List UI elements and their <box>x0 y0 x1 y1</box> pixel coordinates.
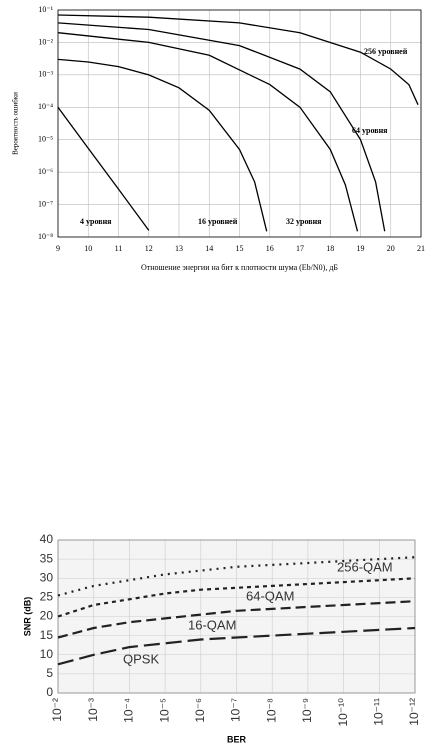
y-tick-label: 20 <box>40 609 54 623</box>
x-tick-label: 21 <box>417 244 425 253</box>
x-tick-label: 16 <box>266 244 274 253</box>
y-axis-title: SNR (dB) <box>22 597 32 637</box>
series-line <box>57 22 386 232</box>
y-tick-label: 10⁻⁴ <box>38 102 53 111</box>
x-tick-label: 10⁻³ <box>86 698 100 722</box>
x-tick-label: 13 <box>175 244 183 253</box>
y-axis-title: Вероятность ошибки <box>12 92 20 155</box>
y-tick-label: 15 <box>40 628 54 642</box>
series-line <box>57 600 416 639</box>
series-line <box>57 106 150 231</box>
series-label: 256 уровней <box>364 47 408 56</box>
x-tick-label: 10 <box>84 244 92 253</box>
series-label: QPSK <box>123 651 159 666</box>
series-label: 256-QAM <box>337 559 393 574</box>
series-line <box>57 58 268 232</box>
y-tick-label: 30 <box>40 570 54 584</box>
y-tick-label: 10⁻³ <box>38 70 53 79</box>
series-label: 32 уровня <box>286 217 322 226</box>
y-tick-label: 10⁻¹ <box>38 5 53 14</box>
x-tick-label: 10⁻¹¹ <box>371 698 385 726</box>
x-axis-title: Отношение энергии на бит к плотности шум… <box>141 263 338 272</box>
series-line <box>57 32 359 232</box>
y-tick-label: 10⁻⁶ <box>38 167 53 176</box>
series-label: 64 уровня <box>352 126 388 135</box>
x-tick-label: 10⁻⁹ <box>300 698 314 723</box>
series-label: 16 уровней <box>198 217 238 226</box>
x-tick-label: 19 <box>357 244 365 253</box>
y-tick-label: 25 <box>40 590 54 604</box>
x-tick-label: 11 <box>115 244 123 253</box>
plot-frame <box>57 9 422 238</box>
y-tick-label: 10⁻² <box>38 37 53 46</box>
series-label: 4 уровня <box>80 217 112 226</box>
x-tick-label: 10⁻¹² <box>407 698 421 726</box>
x-tick-label: 10⁻⁶ <box>193 698 207 723</box>
y-tick-label: 0 <box>46 685 53 699</box>
x-axis-title: BER <box>227 734 247 744</box>
y-tick-label: 35 <box>40 551 54 565</box>
x-tick-label: 14 <box>205 244 213 253</box>
y-tick-label: 5 <box>46 666 53 680</box>
x-tick-label: 10⁻¹⁰ <box>336 698 350 727</box>
snr-vs-ber-chart: 0 5 10 15 20 25 30 35 40 10⁻² 10⁻³ 10⁻⁴ 10⁻⁵ 10⁻⁶ 10⁻⁷… <box>22 532 421 744</box>
series-label: 16-QAM <box>188 617 236 632</box>
x-tick-label: 10⁻⁷ <box>229 698 243 722</box>
y-tick-label: 10⁻⁷ <box>38 199 53 208</box>
ber-vs-ebn0-chart: 10⁻⁸ 10⁻⁷ 10⁻⁶ 10⁻⁵ 10⁻⁴ 10⁻³ 10⁻² 10⁻¹ 9 10 11 12 1… <box>12 5 425 272</box>
x-tick-label: 20 <box>387 244 395 253</box>
series-label: 64-QAM <box>246 588 294 603</box>
y-tick-label: 40 <box>40 532 54 546</box>
x-tick-label: 17 <box>296 244 304 253</box>
x-tick-label: 10⁻² <box>50 698 64 722</box>
x-tick-label: 9 <box>56 244 60 253</box>
series-line <box>57 626 416 666</box>
x-tick-label: 10⁻⁸ <box>264 698 278 723</box>
x-tick-label: 12 <box>145 244 153 253</box>
x-tick-label: 18 <box>326 244 334 253</box>
x-tick-label: 15 <box>236 244 244 253</box>
y-tick-label: 10⁻⁵ <box>38 135 53 144</box>
y-tick-label: 10⁻⁸ <box>38 232 53 241</box>
series-line <box>57 14 419 105</box>
y-tick-label: 10 <box>40 647 54 661</box>
x-tick-label: 10⁻⁵ <box>157 698 171 723</box>
x-tick-label: 10⁻⁴ <box>122 698 136 723</box>
